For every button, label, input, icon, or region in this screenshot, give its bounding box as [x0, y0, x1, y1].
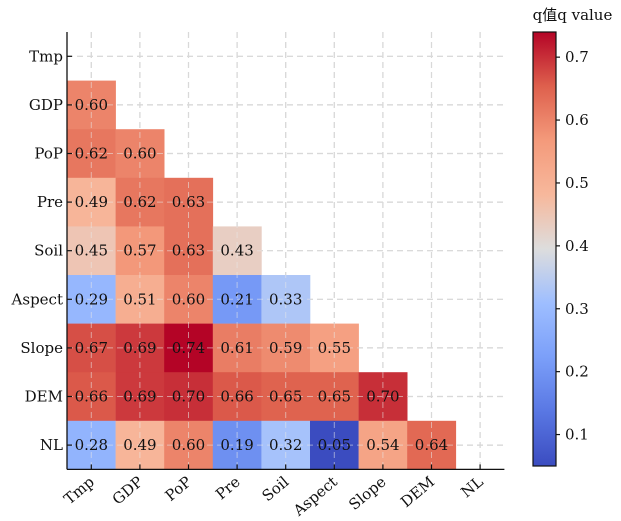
colorbar-tick-label: 0.5 — [565, 174, 589, 192]
cell-value-label: 0.70 — [172, 388, 205, 406]
x-tick-label: Aspect — [289, 473, 341, 521]
cell-value-label: 0.32 — [269, 436, 302, 454]
cell-value-label: 0.69 — [123, 339, 156, 357]
colorbar-tick-label: 0.6 — [565, 111, 589, 129]
cell-value-label: 0.28 — [75, 436, 108, 454]
x-tick-label: DEM — [397, 473, 438, 511]
cell-value-label: 0.49 — [75, 193, 108, 211]
cell-value-label: 0.55 — [318, 339, 351, 357]
cell-value-label: 0.45 — [75, 242, 108, 260]
y-tick-label: GDP — [29, 96, 63, 114]
cell-value-label: 0.49 — [123, 436, 156, 454]
x-tick-label: PoP — [162, 473, 195, 505]
cell-value-label: 0.43 — [220, 242, 253, 260]
y-tick-label: PoP — [34, 145, 63, 163]
cell-value-label: 0.66 — [220, 388, 253, 406]
cell-value-label: 0.33 — [269, 290, 302, 308]
x-tick-label: Pre — [212, 473, 244, 504]
cell-value-label: 0.64 — [415, 436, 448, 454]
colorbar-gradient — [532, 31, 557, 467]
colorbar-tick-label: 0.7 — [565, 48, 589, 66]
colorbar-tick-label: 0.3 — [565, 300, 589, 318]
cell-value-label: 0.19 — [220, 436, 253, 454]
y-tick-label: DEM — [25, 388, 63, 406]
cell-value-label: 0.51 — [123, 290, 156, 308]
y-tick-label: NL — [40, 436, 63, 454]
cell-value-label: 0.63 — [172, 242, 205, 260]
cell-value-label: 0.29 — [75, 290, 108, 308]
cell-value-label: 0.60 — [75, 96, 108, 114]
cell-value-label: 0.62 — [123, 193, 156, 211]
heatmap-cells: 0.60 0.62 0.60 0.49 0.62 0.63 0.45 0.57 0.63 0.43… — [67, 32, 505, 470]
x-tick-label: NL — [457, 473, 486, 502]
x-tick-label: Slope — [345, 473, 389, 514]
x-tick-label: Soil — [259, 473, 293, 505]
cell-value-label: 0.59 — [269, 339, 302, 357]
cell-value-label: 0.62 — [75, 145, 108, 163]
colorbar-title: q值q value — [533, 6, 613, 24]
cell-value-label: 0.54 — [366, 436, 399, 454]
cell-value-label: 0.69 — [123, 388, 156, 406]
cell-value-label: 0.60 — [172, 436, 205, 454]
cell-value-label: 0.66 — [75, 388, 108, 406]
cell-value-label: 0.67 — [75, 339, 108, 357]
y-tick-label: Pre — [37, 193, 63, 211]
y-tick-label: Aspect — [11, 290, 63, 308]
cell-value-label: 0.21 — [220, 290, 253, 308]
cell-value-label: 0.60 — [123, 145, 156, 163]
colorbar-tick-label: 0.1 — [565, 426, 589, 444]
y-tick-label: Tmp — [29, 47, 63, 65]
y-tick-label: Soil — [34, 242, 63, 260]
cell-value-label: 0.60 — [172, 290, 205, 308]
colorbar-tick-label: 0.4 — [565, 237, 589, 255]
cell-value-label: 0.05 — [318, 436, 351, 454]
x-tick-label: Tmp — [60, 473, 97, 509]
gridlines-overlay — [67, 32, 505, 470]
cell-value-label: 0.65 — [318, 388, 351, 406]
y-tick-label: Slope — [20, 339, 63, 357]
cell-value-label: 0.74 — [172, 339, 205, 357]
colorbar-tick-label: 0.2 — [565, 363, 589, 381]
cell-value-label: 0.57 — [123, 242, 156, 260]
cell-value-label: 0.65 — [269, 388, 302, 406]
cell-value-label: 0.63 — [172, 193, 205, 211]
x-tick-label: GDP — [109, 473, 147, 509]
colorbar: 0.1 0.2 0.3 0.4 0.5 0.6 0.7 q值q value — [532, 6, 613, 467]
cell-value-label: 0.61 — [220, 339, 253, 357]
cell-value-label: 0.70 — [366, 388, 399, 406]
